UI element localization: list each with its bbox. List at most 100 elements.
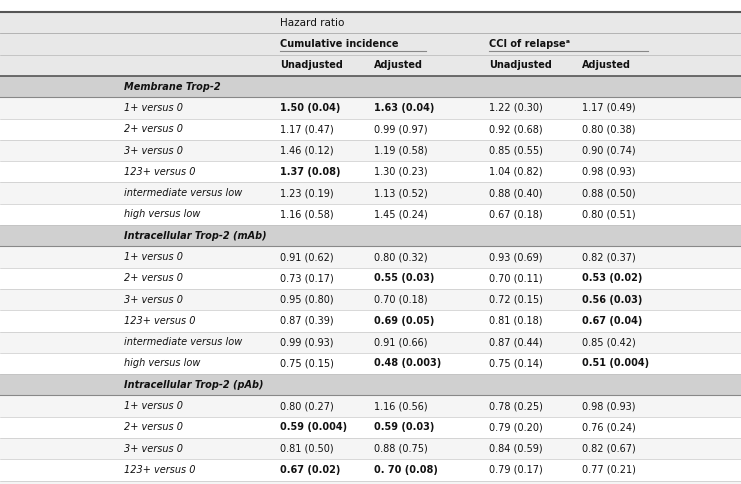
Text: 0.95 (0.80): 0.95 (0.80) [280, 295, 333, 304]
Text: 0.73 (0.17): 0.73 (0.17) [280, 273, 334, 283]
Bar [0, 332, 741, 353]
Text: 1.63 (0.04): 1.63 (0.04) [374, 103, 434, 113]
Text: 0.72 (0.15): 0.72 (0.15) [489, 295, 543, 304]
Text: 0.80 (0.27): 0.80 (0.27) [280, 401, 334, 411]
Bar [0, 459, 741, 481]
Text: 0.80 (0.32): 0.80 (0.32) [374, 252, 428, 262]
Text: Adjusted: Adjusted [582, 60, 631, 70]
Text: Adjusted: Adjusted [374, 60, 423, 70]
Text: Cumulative incidence: Cumulative incidence [280, 39, 399, 49]
Text: 0.56 (0.03): 0.56 (0.03) [582, 295, 642, 304]
Text: 0.80 (0.51): 0.80 (0.51) [582, 210, 635, 219]
Text: 1.45 (0.24): 1.45 (0.24) [374, 210, 428, 219]
Text: 0.92 (0.68): 0.92 (0.68) [489, 124, 542, 134]
Text: 2+ versus 0: 2+ versus 0 [124, 273, 184, 283]
Text: 1.17 (0.49): 1.17 (0.49) [582, 103, 635, 113]
Text: 2+ versus 0: 2+ versus 0 [124, 423, 184, 432]
Text: high versus low: high versus low [124, 359, 201, 368]
Text: 0. 70 (0.08): 0. 70 (0.08) [374, 465, 438, 475]
Bar [0, 161, 741, 182]
Text: 3+ versus 0: 3+ versus 0 [124, 295, 184, 304]
Text: 0.59 (0.004): 0.59 (0.004) [280, 423, 348, 432]
Text: high versus low: high versus low [124, 210, 201, 219]
Text: Membrane Trop-2: Membrane Trop-2 [124, 82, 221, 91]
Bar [0, 268, 741, 289]
Text: 0.88 (0.50): 0.88 (0.50) [582, 188, 635, 198]
Text: 0.88 (0.40): 0.88 (0.40) [489, 188, 542, 198]
Text: 123+ versus 0: 123+ versus 0 [124, 465, 196, 475]
Text: 0.87 (0.39): 0.87 (0.39) [280, 316, 333, 326]
Text: 0.81 (0.18): 0.81 (0.18) [489, 316, 542, 326]
Text: Intracellular Trop-2 (pAb): Intracellular Trop-2 (pAb) [124, 380, 264, 390]
Text: intermediate versus low: intermediate versus low [124, 337, 243, 347]
Text: 0.85 (0.55): 0.85 (0.55) [489, 146, 543, 155]
Text: 123+ versus 0: 123+ versus 0 [124, 167, 196, 177]
Text: 0.59 (0.03): 0.59 (0.03) [374, 423, 434, 432]
Text: 0.82 (0.37): 0.82 (0.37) [582, 252, 636, 262]
Text: 0.75 (0.14): 0.75 (0.14) [489, 359, 543, 368]
Text: 0.67 (0.18): 0.67 (0.18) [489, 210, 542, 219]
Text: 1.46 (0.12): 1.46 (0.12) [280, 146, 333, 155]
Text: 1.16 (0.56): 1.16 (0.56) [374, 401, 428, 411]
Bar [0, 353, 741, 374]
Text: 0.88 (0.75): 0.88 (0.75) [374, 444, 428, 454]
Bar [0, 97, 741, 119]
Text: 0.99 (0.93): 0.99 (0.93) [280, 337, 333, 347]
Text: 0.78 (0.25): 0.78 (0.25) [489, 401, 543, 411]
Bar [0, 12, 741, 76]
Text: 123+ versus 0: 123+ versus 0 [124, 316, 196, 326]
Text: 0.77 (0.21): 0.77 (0.21) [582, 465, 636, 475]
Text: 0.79 (0.20): 0.79 (0.20) [489, 423, 543, 432]
Text: 1.19 (0.58): 1.19 (0.58) [374, 146, 428, 155]
Text: 0.70 (0.11): 0.70 (0.11) [489, 273, 542, 283]
Text: 0.85 (0.42): 0.85 (0.42) [582, 337, 636, 347]
Text: 0.91 (0.62): 0.91 (0.62) [280, 252, 333, 262]
Bar [0, 246, 741, 268]
Text: 1+ versus 0: 1+ versus 0 [124, 401, 184, 411]
Bar [0, 119, 741, 140]
Text: 0.51 (0.004): 0.51 (0.004) [582, 359, 649, 368]
Text: 0.81 (0.50): 0.81 (0.50) [280, 444, 333, 454]
Text: 1.23 (0.19): 1.23 (0.19) [280, 188, 333, 198]
Bar [0, 481, 741, 484]
Text: 0.55 (0.03): 0.55 (0.03) [374, 273, 434, 283]
Text: 0.69 (0.05): 0.69 (0.05) [374, 316, 434, 326]
Text: 1+ versus 0: 1+ versus 0 [124, 103, 184, 113]
Text: CCI of relapseᵃ: CCI of relapseᵃ [489, 39, 570, 49]
Text: intermediate versus low: intermediate versus low [124, 188, 243, 198]
Text: 1.04 (0.82): 1.04 (0.82) [489, 167, 542, 177]
Text: 3+ versus 0: 3+ versus 0 [124, 444, 184, 454]
Text: 1.50 (0.04): 1.50 (0.04) [280, 103, 340, 113]
Text: 1.13 (0.52): 1.13 (0.52) [374, 188, 428, 198]
Bar [0, 76, 741, 97]
Text: 0.70 (0.18): 0.70 (0.18) [374, 295, 428, 304]
Text: 0.82 (0.67): 0.82 (0.67) [582, 444, 636, 454]
Text: 0.90 (0.74): 0.90 (0.74) [582, 146, 635, 155]
Text: 0.87 (0.44): 0.87 (0.44) [489, 337, 542, 347]
Text: 0.98 (0.93): 0.98 (0.93) [582, 167, 635, 177]
Text: Intracellular Trop-2 (mAb): Intracellular Trop-2 (mAb) [124, 231, 267, 241]
Text: Unadjusted: Unadjusted [489, 60, 552, 70]
Text: 0.53 (0.02): 0.53 (0.02) [582, 273, 642, 283]
Text: 3+ versus 0: 3+ versus 0 [124, 146, 184, 155]
Bar [0, 417, 741, 438]
Text: 1.30 (0.23): 1.30 (0.23) [374, 167, 428, 177]
Text: 0.99 (0.97): 0.99 (0.97) [374, 124, 428, 134]
Text: 0.93 (0.69): 0.93 (0.69) [489, 252, 542, 262]
Text: 1.22 (0.30): 1.22 (0.30) [489, 103, 543, 113]
Text: 0.79 (0.17): 0.79 (0.17) [489, 465, 543, 475]
Text: 0.84 (0.59): 0.84 (0.59) [489, 444, 542, 454]
Bar [0, 182, 741, 204]
Text: 0.80 (0.38): 0.80 (0.38) [582, 124, 635, 134]
Bar [0, 204, 741, 225]
Bar [0, 395, 741, 417]
Text: 0.67 (0.04): 0.67 (0.04) [582, 316, 642, 326]
Text: 0.98 (0.93): 0.98 (0.93) [582, 401, 635, 411]
Bar [0, 140, 741, 161]
Text: 2+ versus 0: 2+ versus 0 [124, 124, 184, 134]
Text: 0.75 (0.15): 0.75 (0.15) [280, 359, 334, 368]
Text: 0.76 (0.24): 0.76 (0.24) [582, 423, 636, 432]
Bar [0, 374, 741, 395]
Text: Hazard ratio: Hazard ratio [280, 18, 345, 28]
Bar [0, 310, 741, 332]
